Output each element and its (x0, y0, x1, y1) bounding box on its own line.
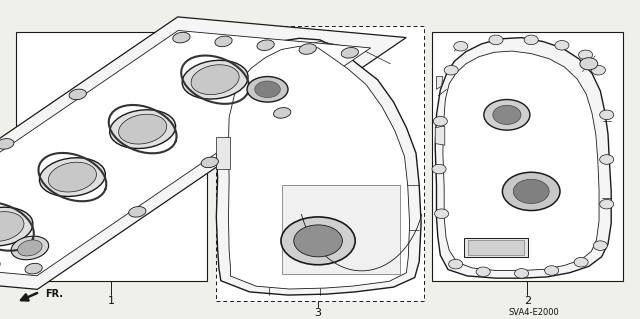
Ellipse shape (524, 35, 538, 45)
Text: 1: 1 (108, 296, 115, 307)
Ellipse shape (294, 225, 342, 257)
Ellipse shape (449, 259, 463, 269)
Ellipse shape (591, 65, 605, 75)
Ellipse shape (173, 32, 190, 43)
Ellipse shape (454, 41, 468, 51)
Ellipse shape (0, 211, 24, 241)
Ellipse shape (281, 217, 355, 265)
Ellipse shape (118, 114, 166, 144)
Ellipse shape (432, 164, 446, 174)
Ellipse shape (476, 267, 490, 277)
Ellipse shape (515, 269, 529, 278)
Ellipse shape (25, 263, 42, 274)
Polygon shape (282, 185, 400, 274)
Ellipse shape (191, 65, 239, 95)
Ellipse shape (502, 172, 560, 211)
Ellipse shape (49, 162, 97, 192)
Ellipse shape (129, 206, 146, 217)
Ellipse shape (493, 105, 521, 124)
Ellipse shape (555, 41, 569, 50)
Ellipse shape (273, 108, 291, 118)
Polygon shape (436, 77, 443, 89)
Ellipse shape (201, 157, 218, 168)
Text: 3: 3 (315, 308, 321, 318)
Ellipse shape (580, 58, 598, 70)
Ellipse shape (18, 240, 42, 256)
Text: FR.: FR. (45, 289, 63, 299)
Ellipse shape (247, 77, 288, 102)
Polygon shape (0, 17, 406, 289)
Polygon shape (435, 38, 611, 278)
Text: 2: 2 (524, 296, 531, 307)
Polygon shape (468, 240, 524, 255)
Bar (432, 32, 623, 281)
Text: SVA4-E2000: SVA4-E2000 (509, 308, 559, 317)
Bar (216, 26, 424, 301)
Bar (216, 137, 230, 169)
Ellipse shape (341, 48, 358, 58)
Polygon shape (228, 46, 410, 289)
Bar (16, 32, 207, 281)
Ellipse shape (40, 158, 106, 197)
Ellipse shape (579, 50, 593, 60)
Ellipse shape (182, 60, 248, 99)
Ellipse shape (257, 40, 275, 50)
Ellipse shape (0, 207, 33, 246)
Ellipse shape (11, 236, 49, 260)
Polygon shape (0, 31, 371, 276)
Ellipse shape (433, 116, 447, 126)
Ellipse shape (489, 35, 503, 45)
Ellipse shape (600, 110, 614, 120)
Ellipse shape (444, 65, 458, 75)
Polygon shape (443, 51, 599, 271)
Ellipse shape (435, 209, 449, 219)
Ellipse shape (299, 44, 316, 54)
Ellipse shape (593, 241, 607, 250)
Polygon shape (435, 126, 445, 145)
Ellipse shape (600, 155, 614, 164)
Ellipse shape (109, 110, 175, 149)
Ellipse shape (255, 81, 280, 98)
Ellipse shape (513, 179, 549, 204)
Ellipse shape (69, 89, 86, 100)
Ellipse shape (215, 36, 232, 47)
Ellipse shape (574, 257, 588, 267)
Ellipse shape (545, 266, 559, 275)
Ellipse shape (600, 199, 614, 209)
Ellipse shape (0, 138, 14, 149)
Polygon shape (464, 238, 528, 257)
Polygon shape (216, 38, 421, 295)
Ellipse shape (484, 100, 530, 130)
